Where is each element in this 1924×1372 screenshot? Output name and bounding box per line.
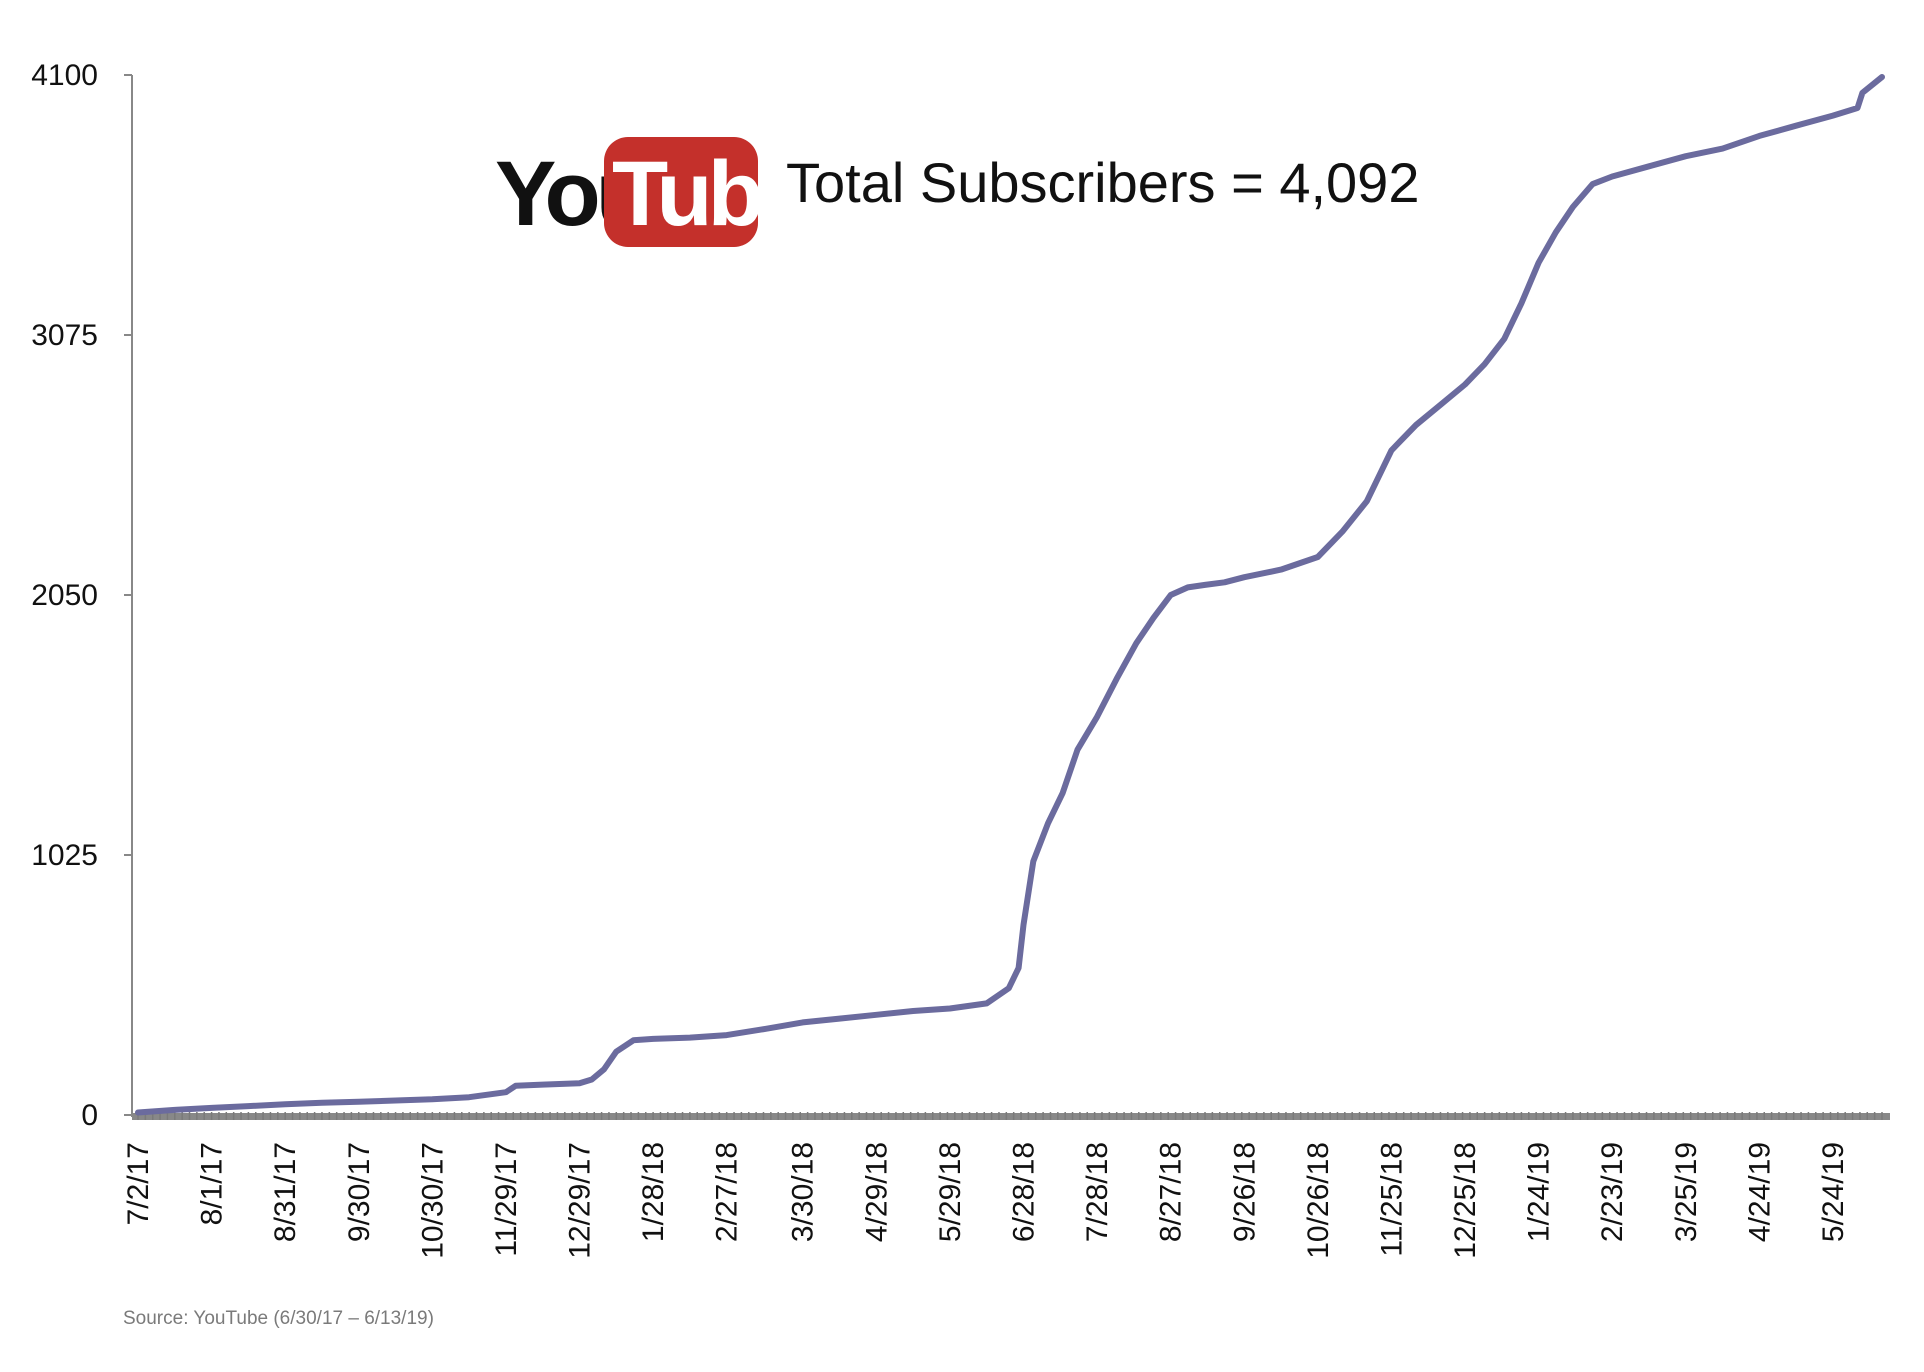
x-tick-label: 6/28/18 xyxy=(1007,1142,1040,1242)
x-tick-label: 9/26/18 xyxy=(1228,1142,1261,1242)
x-tick-label: 8/31/17 xyxy=(269,1142,302,1242)
y-tick-label: 0 xyxy=(81,1099,98,1132)
y-tick-label: 4100 xyxy=(31,59,98,92)
x-tick-label: 11/29/17 xyxy=(490,1142,523,1257)
x-tick-label: 4/24/19 xyxy=(1743,1142,1776,1242)
x-tick-label: 2/27/18 xyxy=(711,1142,744,1242)
source-note: Source: YouTube (6/30/17 – 6/13/19) xyxy=(123,1308,434,1329)
y-tick-label: 1025 xyxy=(31,839,98,872)
logo-red-box xyxy=(604,137,758,247)
logo-tube-text: Tube xyxy=(612,143,808,245)
x-tick-label: 10/26/18 xyxy=(1302,1142,1335,1259)
x-tick-label: 7/2/17 xyxy=(122,1142,155,1225)
x-tick-label: 8/27/18 xyxy=(1155,1142,1188,1242)
x-tick-label: 2/23/19 xyxy=(1596,1142,1629,1242)
total-subscribers-headline: Total Subscribers = 4,092 xyxy=(786,151,1419,214)
subscriber-series-line xyxy=(135,74,1885,1116)
x-tick-label: 7/28/18 xyxy=(1081,1142,1114,1242)
x-tick-label: 12/29/17 xyxy=(564,1142,597,1259)
x-axis-minor-ticks xyxy=(137,1112,1883,1120)
y-axis-ticks: 0 1025 2050 3075 4100 xyxy=(31,59,132,1132)
x-tick-label: 1/28/18 xyxy=(637,1142,670,1242)
y-tick-label: 3075 xyxy=(31,319,98,352)
x-tick-label: 3/25/19 xyxy=(1670,1142,1703,1242)
x-axis-ticks: 7/2/17 8/1/17 8/31/17 9/30/17 10/30/17 11/29/… xyxy=(122,1142,1850,1259)
youtube-logo: You Tube xyxy=(495,137,813,247)
x-tick-label: 5/24/19 xyxy=(1817,1142,1850,1242)
x-tick-label: 12/25/18 xyxy=(1449,1142,1482,1259)
x-tick-label: 3/30/18 xyxy=(787,1142,820,1242)
x-tick-label: 1/24/19 xyxy=(1523,1142,1556,1242)
y-tick-label: 2050 xyxy=(31,579,98,612)
x-tick-label: 11/25/18 xyxy=(1375,1142,1408,1257)
x-tick-label: 8/1/17 xyxy=(196,1142,229,1225)
x-axis-bar xyxy=(132,1113,1890,1120)
x-tick-label: 5/29/18 xyxy=(934,1142,967,1242)
x-tick-label: 10/30/17 xyxy=(416,1142,449,1259)
x-tick-label: 9/30/17 xyxy=(343,1142,376,1242)
x-tick-label: 4/29/18 xyxy=(860,1142,893,1242)
